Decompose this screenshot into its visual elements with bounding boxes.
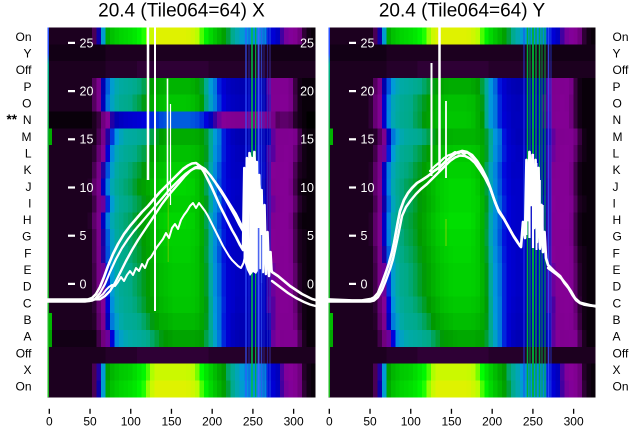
svg-text:J: J: [613, 180, 619, 194]
svg-text:300: 300: [284, 414, 304, 428]
svg-text:Off: Off: [613, 63, 629, 77]
svg-text:Off: Off: [613, 346, 629, 360]
svg-text:5: 5: [80, 229, 87, 243]
svg-text:A: A: [613, 330, 621, 344]
svg-text:15: 15: [361, 133, 375, 147]
svg-text:50: 50: [83, 414, 97, 428]
svg-text:250: 250: [243, 414, 263, 428]
svg-text:10: 10: [300, 181, 314, 195]
svg-text:I: I: [613, 196, 616, 210]
svg-text:C: C: [613, 296, 622, 310]
svg-text:**: **: [6, 112, 17, 127]
svg-text:300: 300: [564, 414, 584, 428]
svg-text:F: F: [24, 246, 31, 260]
svg-text:X: X: [613, 363, 621, 377]
svg-text:150: 150: [161, 414, 181, 428]
svg-text:0: 0: [307, 277, 314, 291]
svg-text:0: 0: [326, 414, 333, 428]
svg-text:C: C: [23, 296, 32, 310]
svg-text:H: H: [613, 213, 622, 227]
svg-text:Y: Y: [23, 47, 31, 61]
svg-text:L: L: [25, 146, 32, 160]
svg-text:20.4 (Tile064=64) X: 20.4 (Tile064=64) X: [98, 1, 265, 22]
svg-text:50: 50: [363, 414, 377, 428]
svg-text:O: O: [22, 97, 31, 111]
svg-text:B: B: [23, 313, 31, 327]
svg-text:15: 15: [300, 133, 314, 147]
svg-text:200: 200: [482, 414, 502, 428]
svg-text:B: B: [613, 313, 621, 327]
svg-text:I: I: [28, 196, 31, 210]
svg-text:20: 20: [80, 85, 94, 99]
svg-text:J: J: [26, 180, 32, 194]
svg-text:M: M: [22, 130, 32, 144]
svg-text:150: 150: [441, 414, 461, 428]
svg-text:200: 200: [202, 414, 222, 428]
svg-text:M: M: [613, 130, 623, 144]
svg-text:K: K: [613, 163, 621, 177]
svg-text:On: On: [613, 380, 629, 394]
svg-text:250: 250: [523, 414, 543, 428]
svg-text:Off: Off: [16, 346, 32, 360]
svg-text:P: P: [613, 80, 621, 94]
svg-text:F: F: [613, 246, 620, 260]
svg-text:10: 10: [361, 181, 375, 195]
svg-text:0: 0: [361, 277, 368, 291]
svg-text:15: 15: [80, 133, 94, 147]
svg-text:0: 0: [46, 414, 53, 428]
svg-text:L: L: [613, 146, 620, 160]
svg-text:On: On: [613, 30, 629, 44]
svg-text:5: 5: [361, 229, 368, 243]
svg-text:5: 5: [307, 229, 314, 243]
svg-text:20.4 (Tile064=64) Y: 20.4 (Tile064=64) Y: [379, 1, 546, 22]
svg-text:On: On: [15, 380, 31, 394]
svg-text:25: 25: [361, 36, 375, 50]
svg-text:N: N: [613, 113, 622, 127]
svg-text:E: E: [613, 263, 621, 277]
svg-text:A: A: [23, 330, 31, 344]
svg-text:H: H: [23, 213, 32, 227]
svg-text:D: D: [23, 280, 32, 294]
svg-text:O: O: [613, 97, 622, 111]
svg-text:E: E: [23, 263, 31, 277]
svg-text:100: 100: [401, 414, 421, 428]
svg-text:Off: Off: [16, 63, 32, 77]
svg-text:N: N: [23, 113, 32, 127]
svg-text:G: G: [22, 230, 31, 244]
svg-text:0: 0: [80, 277, 87, 291]
svg-text:D: D: [613, 280, 622, 294]
svg-text:20: 20: [300, 85, 314, 99]
svg-text:Y: Y: [613, 47, 621, 61]
svg-text:10: 10: [80, 181, 94, 195]
svg-text:G: G: [613, 230, 622, 244]
svg-text:100: 100: [121, 414, 141, 428]
svg-text:P: P: [23, 80, 31, 94]
svg-text:On: On: [15, 30, 31, 44]
svg-text:K: K: [23, 163, 31, 177]
svg-text:X: X: [23, 363, 31, 377]
svg-text:25: 25: [80, 36, 94, 50]
svg-text:20: 20: [361, 85, 375, 99]
svg-text:25: 25: [300, 36, 314, 50]
